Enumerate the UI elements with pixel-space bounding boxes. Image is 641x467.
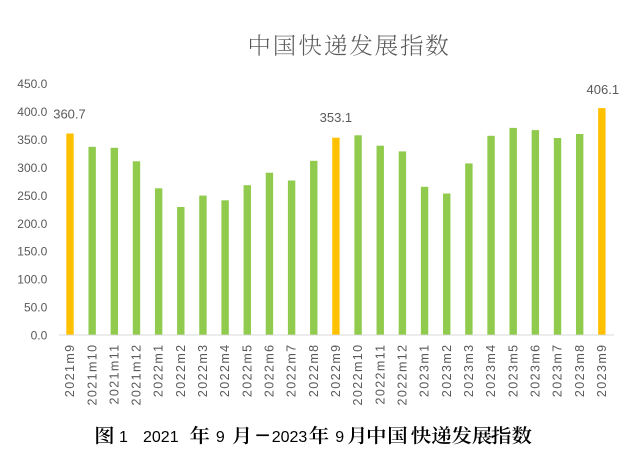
svg-text:2023m1: 2023m1 — [418, 344, 432, 398]
svg-text:2023m4: 2023m4 — [484, 344, 498, 398]
svg-text:2023m9: 2023m9 — [595, 344, 609, 398]
svg-text:2022m4: 2022m4 — [218, 344, 232, 398]
svg-text:1: 1 — [119, 429, 128, 446]
svg-text:2022m1: 2022m1 — [152, 344, 166, 398]
svg-text:2022m2: 2022m2 — [174, 344, 188, 398]
svg-text:353.1: 353.1 — [320, 110, 353, 125]
svg-text:450.0: 450.0 — [17, 77, 47, 91]
svg-text:2022m7: 2022m7 — [285, 344, 299, 398]
svg-text:200.0: 200.0 — [17, 217, 47, 231]
svg-text:350.0: 350.0 — [17, 133, 47, 147]
svg-text:2021: 2021 — [143, 429, 179, 446]
svg-text:0.0: 0.0 — [31, 329, 48, 343]
svg-text:250.0: 250.0 — [17, 189, 47, 203]
svg-text:50.0: 50.0 — [24, 301, 48, 315]
svg-text:100.0: 100.0 — [17, 273, 47, 287]
svg-text:2022m9: 2022m9 — [329, 344, 343, 398]
svg-text:2023m2: 2023m2 — [440, 344, 454, 398]
svg-text:2021m9: 2021m9 — [63, 344, 77, 398]
svg-text:2023m6: 2023m6 — [528, 344, 542, 398]
svg-text:2021m11: 2021m11 — [107, 344, 121, 405]
svg-text:360.7: 360.7 — [53, 106, 86, 121]
svg-text:2022m12: 2022m12 — [396, 344, 410, 406]
svg-text:2022m5: 2022m5 — [240, 344, 254, 398]
svg-text:2021m12: 2021m12 — [130, 344, 144, 406]
svg-text:400.0: 400.0 — [17, 105, 47, 119]
svg-text:9: 9 — [216, 429, 225, 446]
svg-text:9: 9 — [335, 429, 344, 446]
svg-text:2023m8: 2023m8 — [573, 344, 587, 398]
svg-text:300.0: 300.0 — [17, 161, 47, 175]
svg-text:2023m7: 2023m7 — [551, 344, 565, 398]
svg-text:2021m10: 2021m10 — [85, 344, 99, 406]
svg-text:2022m8: 2022m8 — [307, 344, 321, 398]
svg-text:2022m11: 2022m11 — [373, 344, 387, 405]
svg-text:406.1: 406.1 — [587, 82, 620, 97]
svg-text:2023m5: 2023m5 — [506, 344, 520, 398]
svg-text:2022m10: 2022m10 — [351, 344, 365, 406]
svg-text:150.0: 150.0 — [17, 245, 47, 259]
svg-text:2022m6: 2022m6 — [263, 344, 277, 398]
svg-text:2023m3: 2023m3 — [462, 343, 476, 397]
svg-text:2023: 2023 — [272, 429, 308, 446]
svg-text:2022m3: 2022m3 — [196, 344, 210, 398]
